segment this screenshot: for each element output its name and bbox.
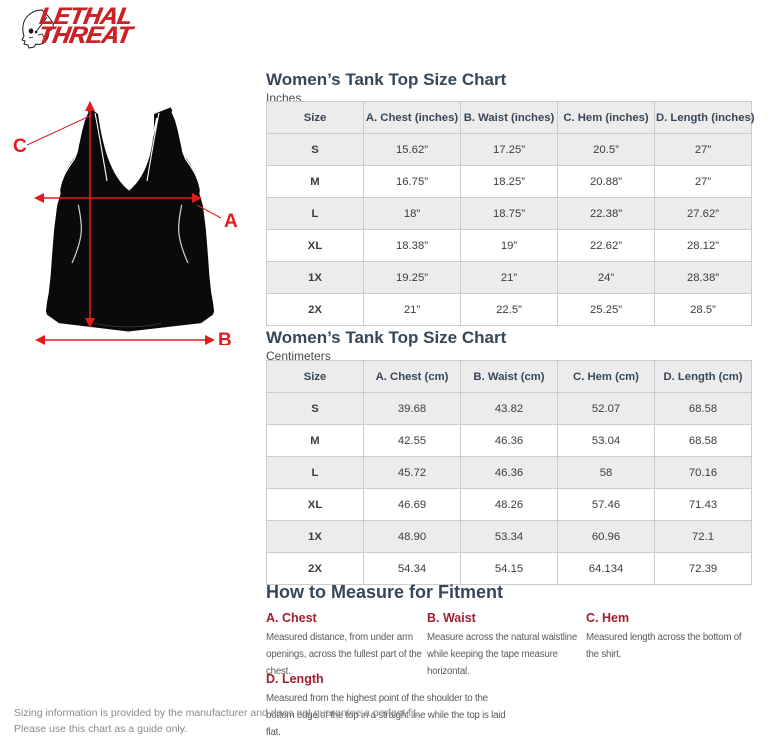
svg-text:B: B	[218, 330, 232, 345]
svg-text:C: C	[13, 136, 27, 157]
svg-text:A: A	[224, 211, 238, 232]
